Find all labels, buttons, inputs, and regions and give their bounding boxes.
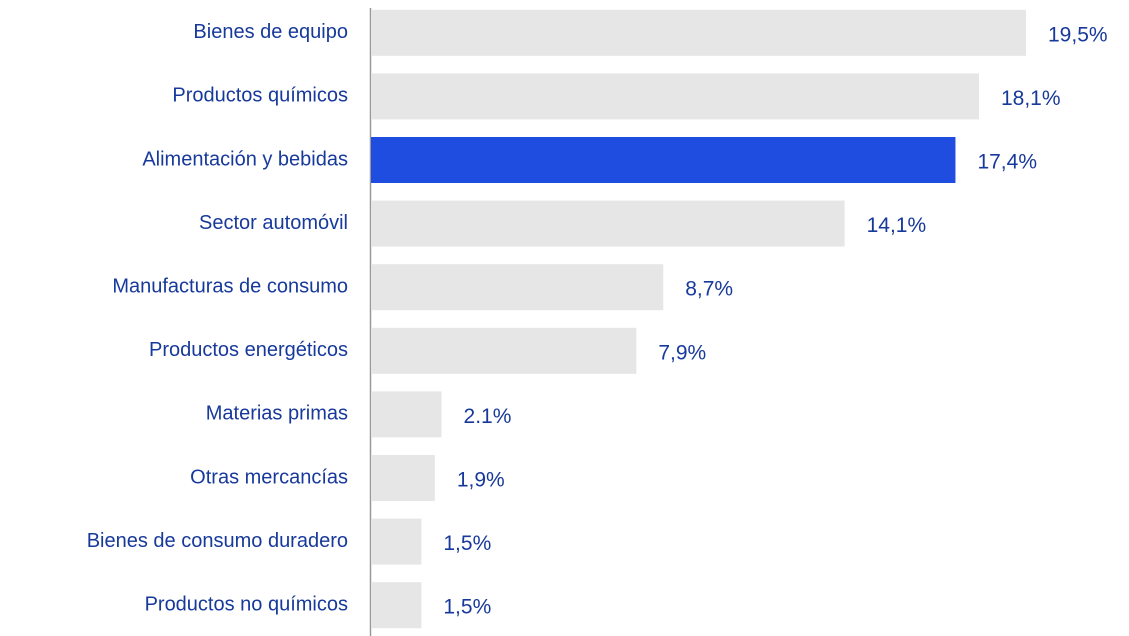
category-label: Bienes de equipo <box>193 21 348 43</box>
category-label: Materias primas <box>206 403 348 425</box>
category-label: Productos energéticos <box>149 339 348 361</box>
category-label: Alimentación y bebidas <box>142 148 348 170</box>
bar <box>371 327 637 374</box>
value-label: 19,5% <box>1048 23 1108 46</box>
value-label: 17,4% <box>977 151 1037 174</box>
bar <box>371 73 979 120</box>
value-label: 2.1% <box>464 405 512 428</box>
value-label: 1,5% <box>443 532 491 555</box>
value-label: 18,1% <box>1001 87 1061 110</box>
category-label: Manufacturas de consumo <box>112 275 348 297</box>
bar <box>371 582 422 629</box>
category-label: Productos no químicos <box>145 593 348 615</box>
category-label: Bienes de consumo duradero <box>87 530 348 552</box>
value-label: 7,9% <box>658 341 706 364</box>
bar <box>371 200 845 247</box>
bar <box>371 518 422 565</box>
bar <box>371 9 1026 56</box>
bar <box>371 264 664 311</box>
value-label: 14,1% <box>867 214 927 237</box>
value-label: 1,9% <box>457 469 505 492</box>
bar <box>371 137 956 183</box>
bar <box>371 455 435 501</box>
category-label: Otras mercancías <box>190 466 348 488</box>
category-label: Productos químicos <box>172 85 348 107</box>
bar <box>371 391 442 438</box>
category-label: Sector automóvil <box>199 212 348 234</box>
value-label: 1,5% <box>443 596 491 619</box>
value-label: 8,7% <box>685 278 733 301</box>
